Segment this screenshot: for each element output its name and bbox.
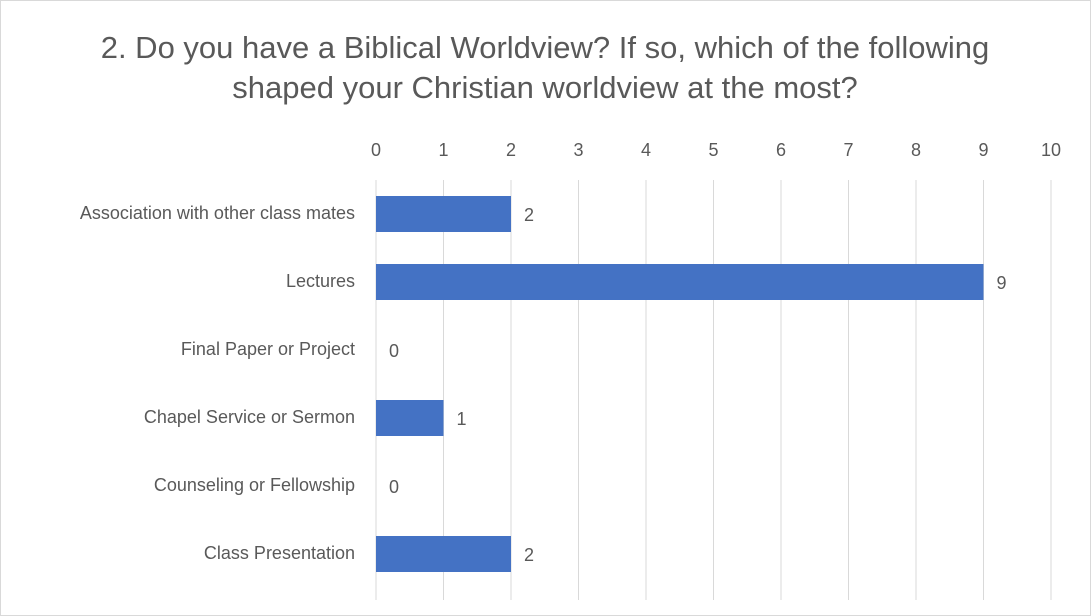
bar [376, 400, 444, 436]
x-tick-label: 0 [371, 140, 381, 160]
x-tick-label: 5 [708, 140, 718, 160]
x-tick-label: 3 [573, 140, 583, 160]
y-tick-label: Class Presentation [204, 543, 355, 563]
x-tick-label: 9 [978, 140, 988, 160]
data-label: 0 [389, 477, 399, 497]
x-tick-label: 7 [843, 140, 853, 160]
x-tick-label: 2 [506, 140, 516, 160]
y-tick-label: Lectures [286, 271, 355, 291]
bar [376, 536, 511, 572]
y-tick-label: Association with other class mates [80, 203, 355, 223]
data-label: 1 [457, 409, 467, 429]
data-label: 0 [389, 341, 399, 361]
y-tick-label: Final Paper or Project [181, 339, 355, 359]
chart-title: 2. Do you have a Biblical Worldview? If … [100, 30, 990, 105]
x-tick-label: 6 [776, 140, 786, 160]
x-tick-label: 8 [911, 140, 921, 160]
data-label: 2 [524, 205, 534, 225]
y-tick-label: Chapel Service or Sermon [144, 407, 355, 427]
x-tick-label: 1 [438, 140, 448, 160]
bar [376, 264, 984, 300]
bar [376, 196, 511, 232]
x-tick-label: 4 [641, 140, 651, 160]
data-label: 2 [524, 545, 534, 565]
y-tick-label: Counseling or Fellowship [154, 475, 355, 495]
x-tick-label: 10 [1041, 140, 1061, 160]
data-label: 9 [997, 273, 1007, 293]
